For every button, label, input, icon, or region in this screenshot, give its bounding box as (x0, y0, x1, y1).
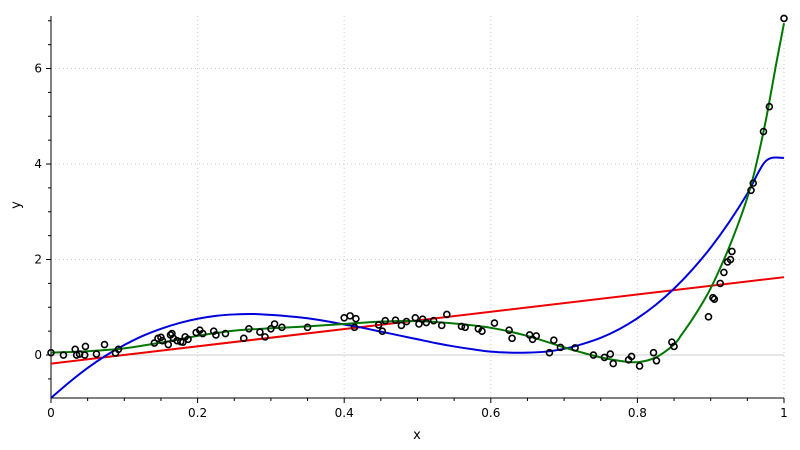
data-point (402, 317, 411, 326)
data-point (749, 179, 758, 187)
data-point (350, 323, 359, 332)
x-tick-label: 0.8 (628, 406, 647, 420)
data-point (256, 328, 264, 336)
data-point (391, 316, 400, 324)
data-point (239, 334, 248, 343)
data-point (589, 351, 598, 359)
data-point (221, 329, 230, 338)
data-point (374, 321, 383, 329)
data-point (704, 313, 713, 321)
data-point (726, 255, 735, 264)
high-order-fit-curve (51, 22, 785, 364)
cubic-fit-curve (51, 156, 785, 398)
data-point (635, 362, 644, 370)
data-point (352, 314, 360, 323)
data-point (411, 313, 420, 322)
data-point (556, 343, 565, 352)
data-point (415, 320, 423, 328)
axes-layer: 0 0.2 0.4 0.6 0.8 1 0 2 4 6 (34, 16, 788, 420)
data-point (478, 327, 486, 335)
data-point (422, 318, 431, 327)
data-point (600, 353, 609, 362)
data-point (780, 14, 788, 23)
x-tick-label: 0.6 (481, 406, 500, 420)
x-tick-label: 1 (780, 406, 788, 420)
x-tick-label: 0.4 (335, 406, 354, 420)
data-point (437, 321, 446, 330)
data-point (245, 324, 253, 333)
data-point (158, 336, 167, 345)
data-point (627, 352, 636, 361)
data-point (278, 323, 286, 332)
y-tick-label: 4 (34, 157, 42, 171)
data-point (80, 351, 89, 359)
data-point (508, 334, 516, 343)
data-point (765, 102, 774, 111)
data-point (747, 186, 755, 195)
data-point (710, 295, 719, 303)
y-axis-label: y (9, 201, 24, 209)
data-point (505, 326, 513, 334)
data-point (267, 324, 275, 333)
data-point (606, 350, 615, 358)
data-point (164, 340, 173, 349)
data-point (709, 293, 717, 302)
data-point (198, 329, 207, 338)
x-axis-label: x (413, 428, 421, 443)
x-tick-label: 0.2 (188, 406, 207, 420)
x-tick-label: 0 (47, 406, 55, 420)
data-point (378, 327, 387, 335)
data-point (728, 247, 736, 256)
data-point (92, 350, 101, 358)
data-point (59, 351, 68, 359)
data-point (168, 329, 176, 338)
data-point (381, 316, 390, 325)
data-point (212, 331, 220, 339)
data-point (184, 335, 192, 344)
data-point (114, 345, 123, 354)
data-point (545, 348, 554, 357)
data-point (150, 339, 159, 347)
data-point (720, 268, 728, 277)
points-layer (47, 14, 788, 370)
data-point (759, 127, 768, 136)
data-point (270, 320, 279, 328)
data-point (461, 323, 469, 332)
data-point (100, 340, 109, 349)
data-point (716, 279, 725, 288)
data-point (47, 348, 55, 357)
data-point (429, 316, 438, 325)
data-point (670, 342, 678, 351)
data-point (303, 323, 312, 332)
data-point (457, 322, 466, 331)
data-point (397, 321, 406, 330)
data-point (652, 356, 661, 365)
data-point (532, 332, 541, 340)
y-tick-label: 2 (34, 253, 42, 267)
data-point (81, 342, 90, 351)
data-point (649, 348, 658, 357)
data-point (346, 312, 354, 320)
data-point (261, 333, 269, 341)
data-point (490, 319, 499, 327)
data-point (609, 359, 618, 368)
data-point (571, 344, 579, 352)
data-point (550, 336, 558, 345)
y-tick-label: 6 (34, 62, 42, 76)
y-tick-label: 0 (34, 348, 42, 362)
data-point (443, 310, 451, 319)
